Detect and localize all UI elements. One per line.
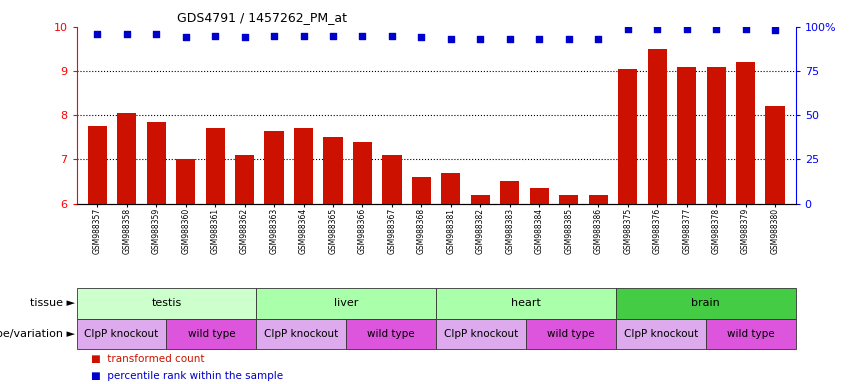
Bar — [323, 137, 343, 204]
Bar — [167, 319, 256, 349]
Bar — [766, 106, 785, 204]
Point — [414, 35, 428, 41]
Bar — [77, 319, 167, 349]
Text: brain: brain — [691, 298, 720, 308]
Point — [768, 27, 782, 33]
Point — [503, 36, 517, 42]
Point — [208, 33, 222, 39]
Bar — [677, 67, 696, 204]
Bar — [648, 49, 666, 204]
Point — [120, 31, 134, 37]
Bar — [77, 288, 256, 319]
Text: wild type: wild type — [368, 329, 415, 339]
Text: ■  percentile rank within the sample: ■ percentile rank within the sample — [91, 371, 283, 381]
Point — [356, 33, 369, 39]
Bar — [146, 122, 166, 204]
Bar — [437, 288, 616, 319]
Point — [150, 31, 163, 37]
Bar — [294, 128, 313, 204]
Point — [621, 26, 635, 32]
Bar — [256, 319, 346, 349]
Bar — [88, 126, 106, 204]
Point — [680, 26, 694, 32]
Bar — [265, 131, 283, 204]
Text: ClpP knockout: ClpP knockout — [624, 329, 698, 339]
Bar — [412, 177, 431, 204]
Point — [386, 33, 399, 39]
Bar — [353, 142, 372, 204]
Bar — [529, 188, 549, 204]
Text: testis: testis — [151, 298, 181, 308]
Bar — [256, 288, 436, 319]
Bar — [500, 182, 519, 204]
Point — [179, 35, 192, 41]
Text: wild type: wild type — [727, 329, 774, 339]
Bar — [235, 155, 254, 204]
Bar — [618, 69, 637, 204]
Point — [739, 26, 752, 32]
Point — [591, 36, 605, 42]
Point — [709, 26, 722, 32]
Bar — [706, 67, 726, 204]
Point — [533, 36, 546, 42]
Bar — [559, 195, 579, 204]
Text: heart: heart — [511, 298, 541, 308]
Text: liver: liver — [334, 298, 358, 308]
Text: wild type: wild type — [547, 329, 595, 339]
Bar — [589, 195, 608, 204]
Text: GDS4791 / 1457262_PM_at: GDS4791 / 1457262_PM_at — [177, 11, 347, 24]
Bar — [437, 319, 526, 349]
Bar — [471, 195, 490, 204]
Point — [297, 33, 311, 39]
Text: ■  transformed count: ■ transformed count — [91, 354, 204, 364]
Bar — [705, 319, 796, 349]
Text: ClpP knockout: ClpP knockout — [84, 329, 158, 339]
Text: ClpP knockout: ClpP knockout — [264, 329, 339, 339]
Bar — [176, 159, 195, 204]
Point — [444, 36, 458, 42]
Point — [562, 36, 575, 42]
Point — [650, 26, 664, 32]
Bar — [736, 62, 755, 204]
Point — [237, 35, 251, 41]
Point — [473, 36, 487, 42]
Bar — [382, 155, 402, 204]
Point — [90, 31, 104, 37]
Bar — [206, 128, 225, 204]
Point — [326, 33, 340, 39]
Bar — [616, 319, 705, 349]
Text: ClpP knockout: ClpP knockout — [444, 329, 518, 339]
Point — [267, 33, 281, 39]
Bar — [117, 113, 136, 204]
Bar — [526, 319, 616, 349]
Bar — [346, 319, 437, 349]
Text: tissue ►: tissue ► — [30, 298, 75, 308]
Text: wild type: wild type — [187, 329, 235, 339]
Bar — [616, 288, 796, 319]
Bar — [442, 173, 460, 204]
Text: genotype/variation ►: genotype/variation ► — [0, 329, 75, 339]
